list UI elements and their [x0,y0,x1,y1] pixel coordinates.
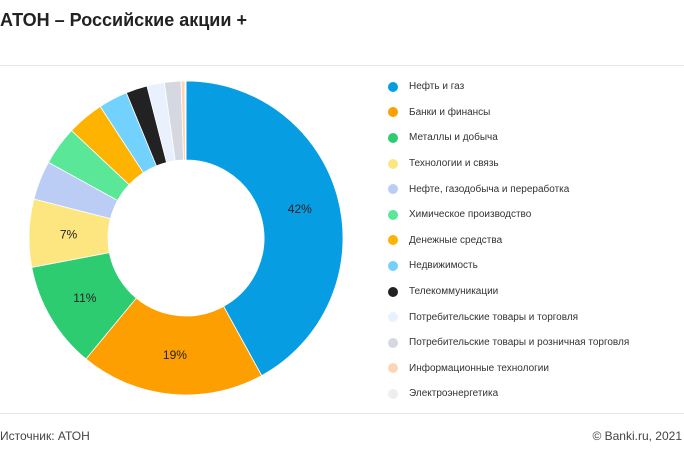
slice-0[interactable] [185,80,344,377]
copyright-label: © Banki.ru, 2021 [592,429,682,443]
legend-label: Нефть и газ [409,81,465,93]
data-label: 19% [163,348,187,362]
slice-1[interactable] [85,297,263,396]
legend-dot-icon [388,260,398,271]
legend-label: Телекоммуникации [409,286,499,298]
legend-dot-icon [388,158,398,169]
data-label: 11% [73,291,96,305]
legend-item[interactable]: Потребительские товары и торговля [388,304,629,330]
legend-dot-icon [388,363,398,374]
legend-item[interactable]: Металлы и добыча [388,125,629,151]
legend-label: Информационные технологии [409,362,549,374]
legend-item[interactable]: Химическое производство [388,202,629,228]
legend-item[interactable]: Денежные средства [388,228,629,254]
legend-label: Потребительские товары и розничная торго… [409,337,630,349]
source-label: Источник: АТОН [0,429,90,443]
legend-item[interactable]: Электроэнергетика [388,381,629,407]
legend-dot-icon [388,286,398,297]
legend-item[interactable]: Технологии и связь [388,151,629,177]
top-divider [0,65,684,66]
data-label: 42% [288,202,312,216]
legend-label: Недвижимость [409,260,478,272]
legend-item[interactable]: Нефть и газ [388,74,629,100]
donut-chart: 42% 19% 11% 7% [28,80,344,396]
legend-item[interactable]: Потребительские товары и розничная торго… [388,330,629,356]
legend-dot-icon [388,312,398,323]
legend-label: Металлы и добыча [409,132,498,144]
legend-label: Банки и финансы [409,106,491,118]
legend-dot-icon [388,81,398,92]
legend-dot-icon [388,337,398,348]
legend-item[interactable]: Информационные технологии [388,356,629,382]
legend-item[interactable]: Телекоммуникации [388,279,629,305]
slice-12[interactable] [184,80,187,161]
legend-item[interactable]: Банки и финансы [388,100,629,126]
legend-label: Потребительские товары и торговля [409,311,579,323]
legend-label: Денежные средства [409,234,503,246]
legend-dot-icon [388,388,398,399]
legend-dot-icon [388,209,398,220]
legend-item[interactable]: Недвижимость [388,253,629,279]
legend-label: Химическое производство [409,209,532,221]
bottom-divider [0,413,684,414]
legend-label: Электроэнергетика [409,388,499,400]
data-label: 7% [60,227,78,241]
legend-dot-icon [388,107,398,118]
legend-label: Технологии и связь [409,158,499,170]
legend-item[interactable]: Нефте, газодобыча и переработка [388,176,629,202]
legend-dot-icon [388,132,398,143]
legend: Нефть и газ Банки и финансы Металлы и добы… [388,74,629,407]
legend-dot-icon [388,184,398,195]
legend-label: Нефте, газодобыча и переработка [409,183,570,195]
chart-title: АТОН – Российские акции + [0,10,247,30]
legend-dot-icon [388,235,398,246]
